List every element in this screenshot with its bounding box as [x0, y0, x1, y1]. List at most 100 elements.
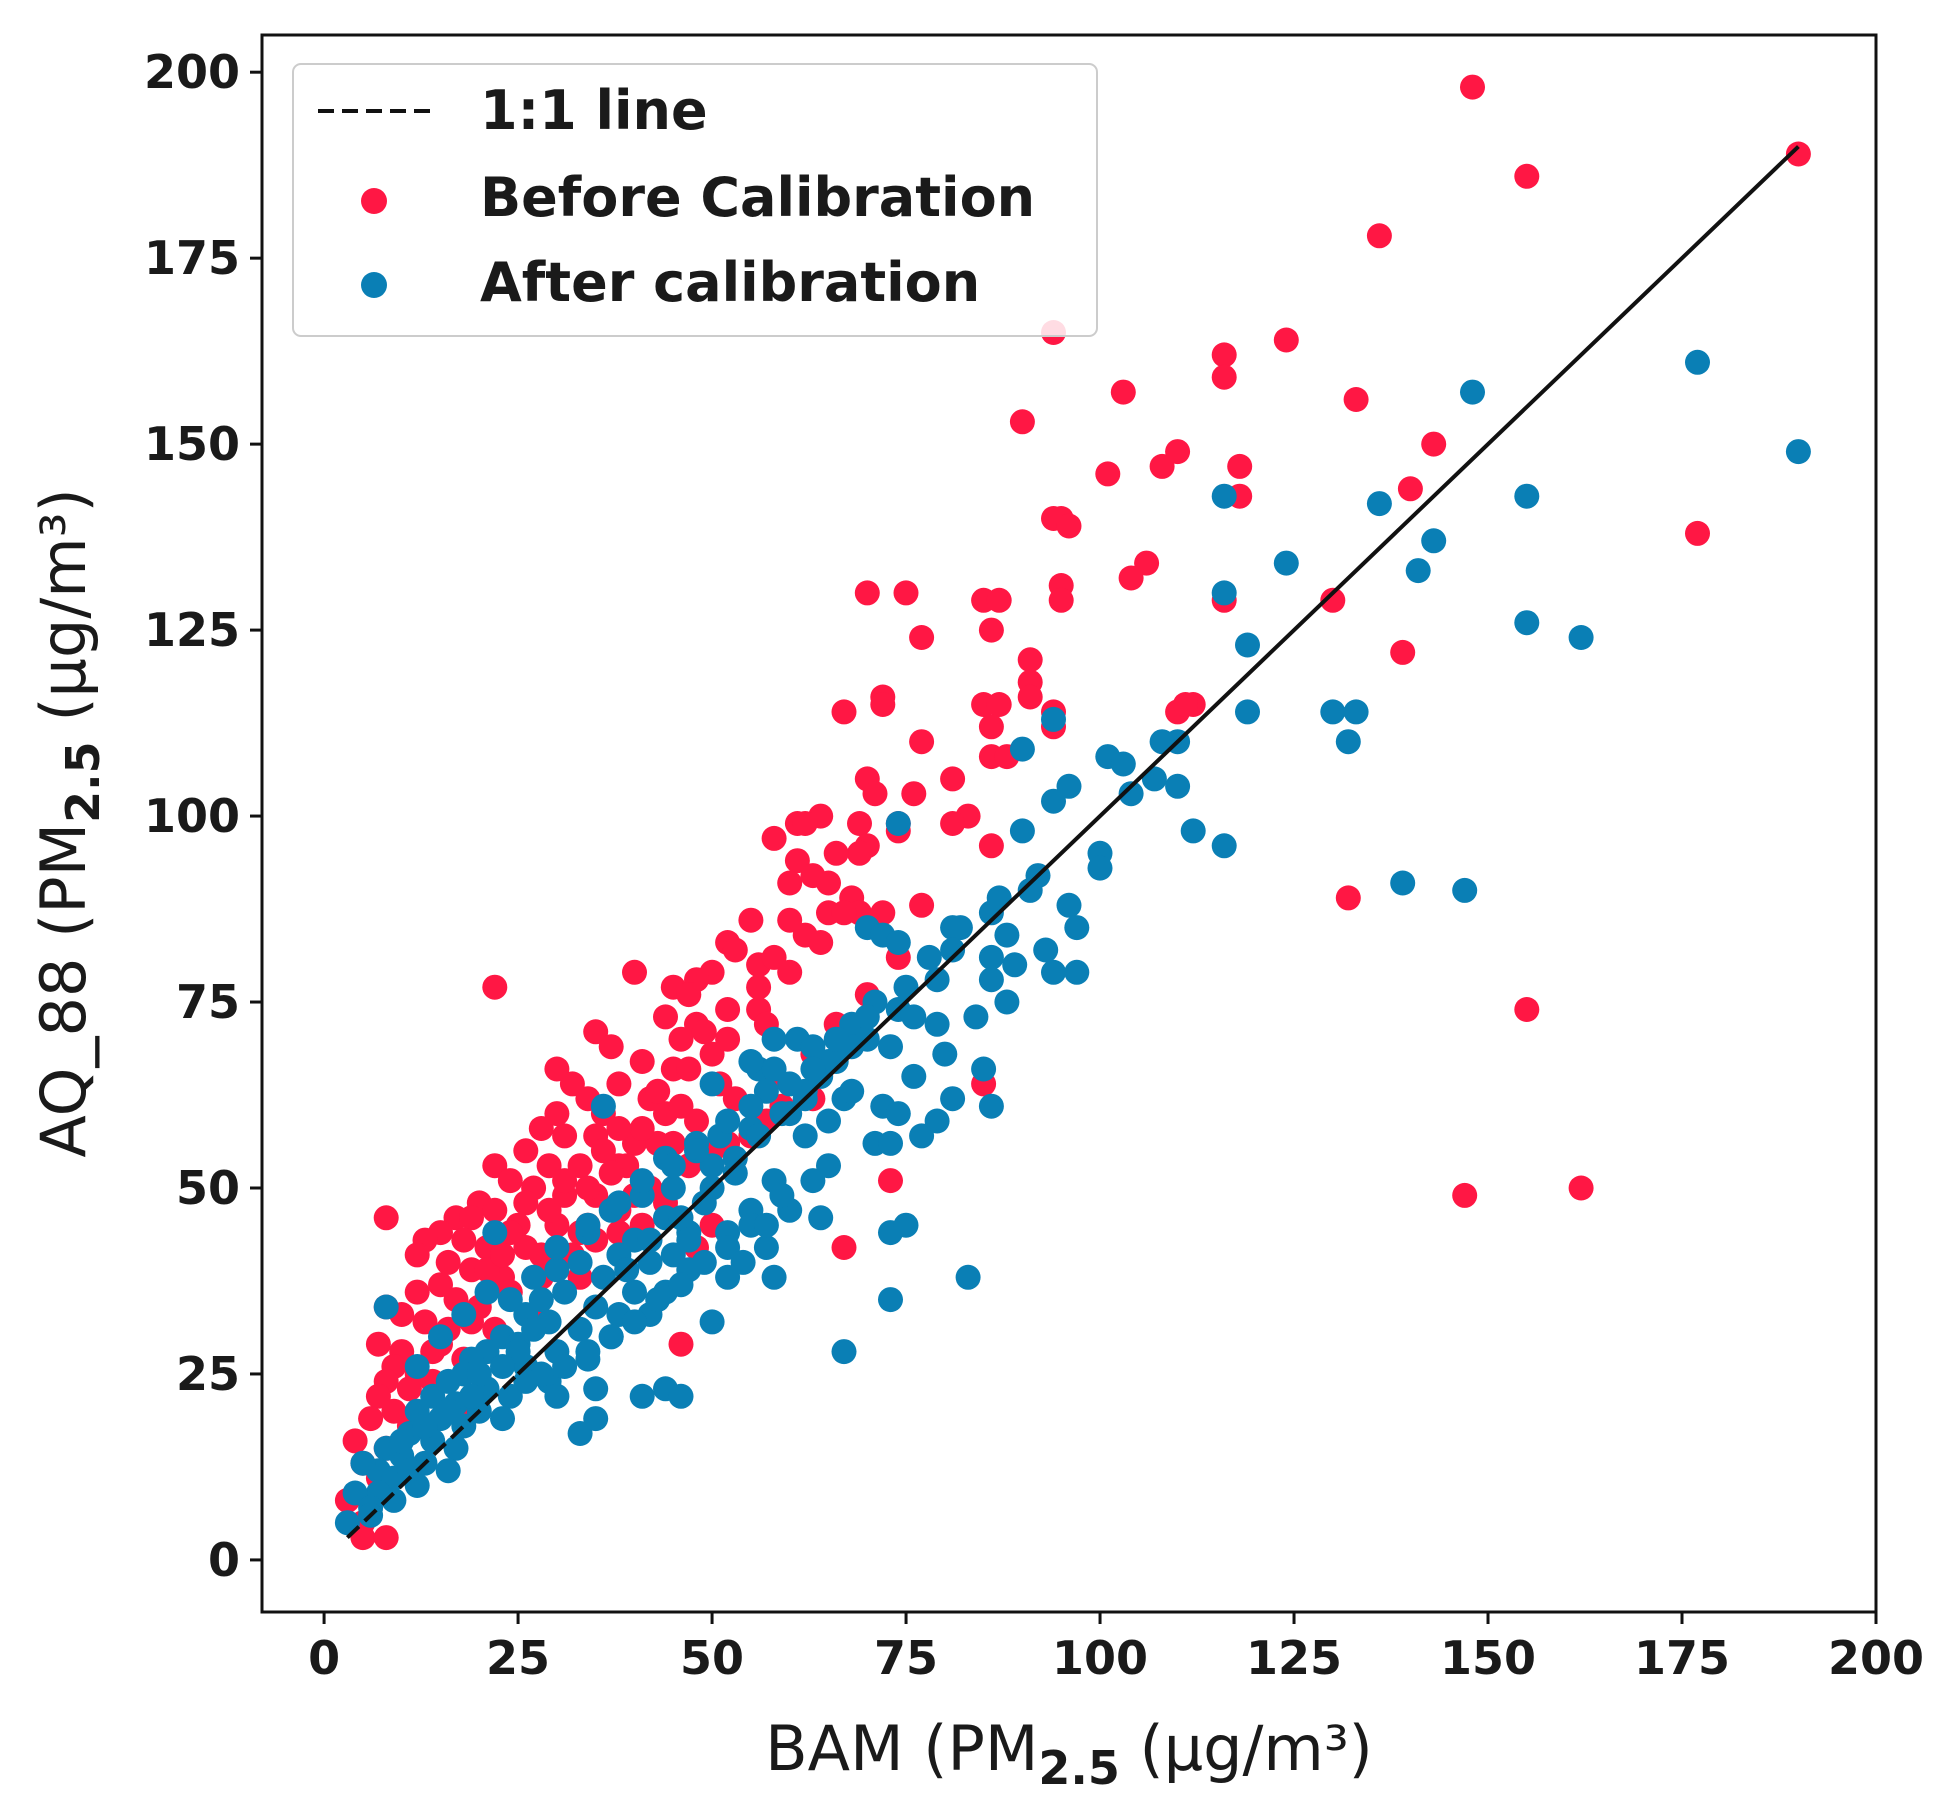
data-point	[699, 1153, 725, 1179]
data-point	[777, 959, 803, 985]
data-point	[978, 833, 1004, 859]
x-tick-label: 25	[486, 1631, 550, 1685]
data-point	[1165, 439, 1191, 465]
data-point	[1273, 550, 1299, 576]
data-point	[389, 1428, 415, 1454]
data-point	[420, 1383, 446, 1409]
data-point	[715, 1235, 741, 1260]
data-point	[784, 848, 810, 874]
y-axis-title-subscript: 2.5	[56, 741, 110, 823]
data-point	[622, 1279, 647, 1305]
data-point	[645, 1078, 671, 1104]
data-point	[1211, 580, 1237, 606]
data-point	[1335, 885, 1361, 911]
y-tick-label: 175	[144, 231, 240, 285]
x-tick-label: 50	[680, 1631, 744, 1685]
data-point	[396, 1376, 422, 1402]
data-point	[916, 944, 942, 970]
data-point	[622, 1309, 647, 1335]
data-point	[816, 870, 841, 896]
data-point	[885, 930, 911, 955]
data-point	[373, 1205, 399, 1231]
data-point	[559, 1071, 585, 1097]
data-point	[978, 944, 1004, 970]
data-point	[490, 1354, 515, 1379]
legend-label-1to1: 1:1 line	[480, 79, 708, 142]
data-point	[699, 1041, 725, 1067]
data-point	[854, 1004, 880, 1030]
y-tick-label: 125	[144, 603, 240, 657]
data-point	[404, 1354, 430, 1379]
x-axis-title: BAM (PM2.5 (µg/m³)	[765, 1712, 1373, 1795]
data-point	[722, 1145, 748, 1171]
data-point	[435, 1368, 461, 1394]
data-point	[544, 1383, 570, 1409]
data-point	[1110, 379, 1136, 405]
data-point	[544, 1235, 570, 1260]
data-point	[1335, 729, 1361, 755]
data-point	[722, 937, 748, 963]
data-point	[521, 1264, 547, 1290]
data-point	[947, 915, 973, 941]
data-point	[598, 1160, 624, 1186]
data-point	[668, 1383, 694, 1409]
data-point	[1002, 952, 1028, 978]
data-point	[583, 1406, 609, 1432]
data-point	[1366, 491, 1392, 517]
data-point	[1320, 699, 1346, 725]
data-point	[715, 997, 741, 1022]
data-point	[1390, 639, 1416, 665]
x-tick-label: 200	[1828, 1631, 1924, 1685]
data-point	[1460, 379, 1485, 405]
data-point	[373, 1294, 399, 1320]
plot-frame	[260, 33, 1878, 1614]
data-point	[924, 1011, 950, 1037]
data-point	[443, 1435, 469, 1461]
data-point	[831, 699, 857, 725]
data-point	[668, 1272, 694, 1298]
data-point	[1056, 513, 1082, 539]
x-tick-label: 150	[1440, 1631, 1536, 1685]
reference-line-dashed	[345, 1372, 520, 1540]
data-point	[738, 1093, 764, 1119]
data-point	[1056, 892, 1082, 918]
data-point	[1397, 476, 1423, 502]
data-point	[1405, 558, 1431, 584]
data-point	[893, 580, 919, 606]
data-point	[777, 870, 803, 896]
y-tick-label: 150	[144, 417, 240, 471]
data-point	[528, 1287, 554, 1313]
y-tick-label: 50	[176, 1161, 240, 1215]
data-point	[808, 1205, 834, 1231]
data-point	[1235, 632, 1260, 658]
data-point	[490, 1406, 515, 1432]
data-point	[660, 1175, 686, 1201]
data-point	[753, 1078, 779, 1104]
data-point	[901, 1063, 927, 1089]
data-point	[746, 974, 772, 1000]
data-point	[1149, 453, 1175, 479]
data-point	[497, 1383, 523, 1409]
data-point	[800, 1034, 826, 1060]
x-axis-title-unit: (µg/m³)	[1120, 1712, 1373, 1785]
data-point	[622, 959, 647, 985]
data-point	[691, 1249, 717, 1275]
data-point	[746, 1123, 772, 1149]
data-point	[715, 1264, 741, 1290]
data-point	[1685, 520, 1710, 546]
y-axis-title: AQ_88 (PM2.5 (µg/m³)	[27, 488, 110, 1157]
data-point	[1343, 699, 1369, 725]
data-point	[373, 1525, 399, 1551]
data-point	[940, 937, 966, 963]
data-point	[590, 1138, 616, 1164]
x-axis-title-subscript: 2.5	[1038, 1741, 1120, 1795]
data-point	[645, 1287, 671, 1313]
data-point	[1568, 1175, 1594, 1201]
data-point	[451, 1302, 477, 1327]
data-point	[1041, 706, 1066, 732]
data-point	[978, 967, 1004, 993]
data-point	[986, 587, 1012, 613]
data-point	[342, 1480, 368, 1506]
x-axis-ticks: 0 25 50 75 100 125 150 175 200	[308, 1612, 1924, 1685]
data-point	[575, 1175, 601, 1201]
